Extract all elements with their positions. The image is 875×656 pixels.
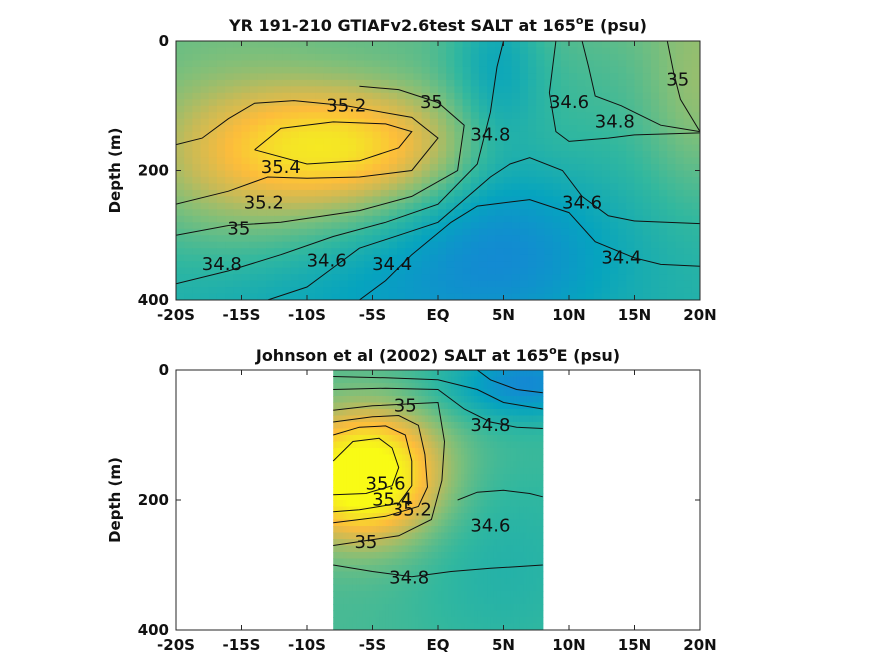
x-tick-label: -15S <box>223 306 261 324</box>
contour-line-34-6 <box>457 489 543 501</box>
y-axis-label: Depth (m) <box>106 128 124 214</box>
contour-line-35-6 <box>332 437 400 496</box>
salinity-field <box>333 370 544 630</box>
contour-line-35-4 <box>333 425 413 513</box>
x-tick-label: 20N <box>683 636 716 654</box>
x-tick-label: 10N <box>552 306 585 324</box>
contour-line-34-8 <box>581 41 700 133</box>
contour-label: 35 <box>227 218 250 239</box>
y-tick-label: 400 <box>138 621 169 639</box>
contour-label: 35.4 <box>261 157 301 178</box>
x-tick-label: EQ <box>427 636 450 654</box>
y-tick-label: 0 <box>159 361 169 379</box>
y-tick-label: 200 <box>138 491 169 509</box>
contour-label: 35.2 <box>244 192 284 213</box>
y-tick-label: 400 <box>138 291 169 309</box>
contour-line-35 <box>333 401 446 546</box>
contour-label: 34.8 <box>389 568 429 589</box>
contour-line-35-2 <box>176 100 439 205</box>
x-tick-label: -5S <box>359 636 386 654</box>
contour-label: 35.6 <box>366 473 406 494</box>
contour-label: 34.6 <box>549 92 589 113</box>
salinity-field <box>176 41 700 300</box>
contour-line-34-6 <box>267 157 700 300</box>
contour-line-34-8 <box>333 564 543 578</box>
contour-line-34-4 <box>477 370 543 394</box>
x-tick-label: -15S <box>223 636 261 654</box>
contour-line-35 <box>176 85 465 236</box>
x-tick-label: -5S <box>359 306 386 324</box>
x-tick-label: -10S <box>288 306 326 324</box>
contour-line-35-4 <box>254 121 413 165</box>
y-axis-label: Depth (m) <box>106 457 124 543</box>
contour-label: 34.6 <box>470 516 510 537</box>
x-tick-label: -20S <box>157 306 195 324</box>
contour-label: 34.8 <box>470 124 510 145</box>
panel-2: 35 34.8 35.635.435.2 35 34.6 34.8 -20S -15S -10S… <box>106 344 717 654</box>
contour-label: 34.8 <box>202 254 242 275</box>
contour-label: 35 <box>394 395 417 416</box>
contour-label: 34.4 <box>372 254 412 275</box>
contour-label: 35.2 <box>326 95 366 116</box>
contour-line-35-2 <box>333 414 429 524</box>
contour-label: 35.4 <box>372 490 412 511</box>
contour-label: 34.8 <box>595 111 635 132</box>
x-tick-label: 20N <box>683 306 716 324</box>
chart-title: YR 191-210 GTIAFv2.6test SALT at 165oE (… <box>228 14 647 35</box>
contour-line-34-8 <box>176 41 504 285</box>
contour-line-34-6 <box>548 41 700 142</box>
x-tick-label: -10S <box>288 636 326 654</box>
contour-line-34-6 <box>333 376 543 410</box>
panel-1: 35.2 35 34.8 34.6 34.8 35 35.4 35.2 35 34.8 34.6 34… <box>106 14 717 324</box>
x-tick-label: -20S <box>157 636 195 654</box>
contour-label: 35.2 <box>392 499 432 520</box>
contour-label: 34.6 <box>307 251 347 272</box>
contour-line-34-8 <box>333 387 543 429</box>
x-tick-label: EQ <box>427 306 450 324</box>
x-tick-label: 5N <box>492 306 515 324</box>
x-tick-label: 10N <box>552 636 585 654</box>
contour-line-35 <box>666 41 700 132</box>
x-tick-label: 15N <box>618 636 651 654</box>
contour-label: 34.4 <box>601 247 641 268</box>
contour-label: 35 <box>420 92 443 113</box>
chart-title: Johnson et al (2002) SALT at 165oE (psu) <box>255 344 620 365</box>
contour-label: 35 <box>354 532 377 553</box>
x-tick-label: 5N <box>492 636 515 654</box>
y-tick-label: 200 <box>138 162 169 180</box>
contour-label: 35 <box>666 69 689 90</box>
y-tick-label: 0 <box>159 32 169 50</box>
contour-line-34-4 <box>359 199 700 300</box>
contour-label: 34.8 <box>470 415 510 436</box>
x-tick-label: 15N <box>618 306 651 324</box>
contour-label: 34.6 <box>562 192 602 213</box>
